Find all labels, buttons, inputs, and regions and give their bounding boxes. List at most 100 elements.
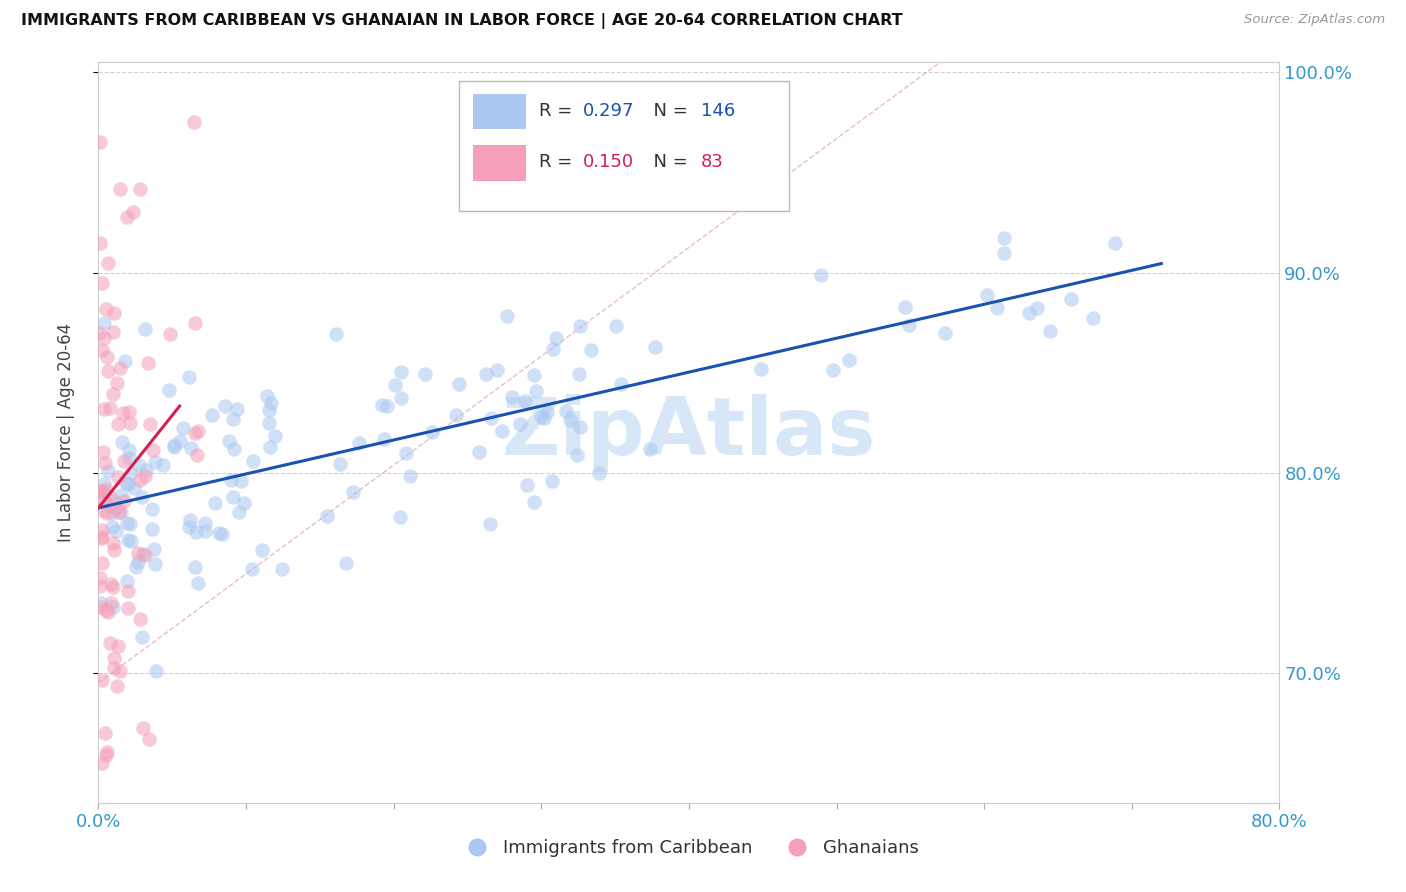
- Text: N =: N =: [641, 102, 693, 120]
- Point: [375, 399, 398, 413]
- Point: [183, 115, 205, 129]
- Point: [163, 438, 186, 452]
- Point: [142, 443, 165, 458]
- Point: [233, 496, 256, 510]
- Point: [264, 429, 287, 443]
- Point: [107, 639, 129, 653]
- Text: N =: N =: [641, 153, 693, 171]
- Point: [413, 368, 436, 382]
- Point: [184, 316, 207, 330]
- Point: [399, 469, 422, 483]
- Point: [141, 522, 163, 536]
- Point: [169, 434, 191, 448]
- Point: [94, 456, 117, 470]
- Point: [98, 491, 121, 505]
- Point: [89, 579, 111, 593]
- Point: [114, 353, 136, 368]
- Point: [162, 441, 184, 455]
- Point: [90, 596, 112, 610]
- Point: [127, 555, 149, 569]
- Point: [94, 603, 117, 617]
- Point: [121, 466, 143, 480]
- Point: [91, 343, 114, 357]
- Point: [132, 721, 155, 735]
- Point: [1060, 293, 1083, 307]
- Point: [523, 495, 546, 509]
- Point: [242, 454, 264, 468]
- Point: [447, 376, 470, 391]
- Point: [204, 495, 226, 509]
- Point: [132, 547, 155, 561]
- Point: [115, 476, 138, 491]
- Point: [94, 301, 117, 316]
- Point: [93, 402, 115, 417]
- Point: [128, 473, 150, 487]
- Point: [134, 469, 156, 483]
- Point: [468, 444, 491, 458]
- Point: [118, 443, 141, 458]
- Y-axis label: In Labor Force | Age 20-64: In Labor Force | Age 20-64: [56, 323, 75, 542]
- Point: [97, 255, 120, 269]
- Point: [101, 325, 124, 339]
- Point: [568, 367, 591, 381]
- Point: [120, 534, 142, 549]
- Point: [533, 411, 555, 425]
- Point: [644, 340, 666, 354]
- Point: [179, 520, 201, 534]
- Text: ZipAtlas: ZipAtlas: [502, 393, 876, 472]
- FancyBboxPatch shape: [472, 94, 526, 129]
- Point: [579, 343, 602, 358]
- Point: [124, 481, 146, 495]
- Point: [821, 363, 844, 377]
- Point: [118, 404, 141, 418]
- Point: [218, 434, 240, 449]
- Point: [89, 571, 111, 585]
- Point: [117, 583, 139, 598]
- Point: [986, 301, 1008, 316]
- Point: [211, 527, 233, 541]
- Point: [89, 235, 111, 250]
- Point: [898, 318, 921, 332]
- Point: [486, 363, 509, 377]
- Point: [117, 476, 139, 491]
- Point: [108, 360, 131, 375]
- Point: [609, 376, 631, 391]
- Point: [325, 327, 347, 342]
- Point: [105, 376, 128, 390]
- Point: [91, 276, 114, 290]
- Point: [554, 404, 576, 418]
- Point: [250, 542, 273, 557]
- Point: [259, 440, 281, 454]
- Point: [240, 561, 263, 575]
- Point: [107, 501, 129, 516]
- Point: [125, 560, 148, 574]
- Point: [103, 661, 125, 675]
- Point: [94, 494, 117, 508]
- Point: [112, 454, 135, 468]
- Point: [201, 408, 224, 422]
- Point: [134, 548, 156, 562]
- Point: [131, 490, 153, 504]
- Point: [143, 455, 166, 469]
- Point: [94, 725, 117, 739]
- Point: [1039, 324, 1062, 338]
- Point: [221, 411, 243, 425]
- Point: [118, 516, 141, 531]
- Point: [894, 300, 917, 314]
- Point: [373, 432, 395, 446]
- Point: [131, 630, 153, 644]
- Point: [186, 448, 208, 462]
- Point: [256, 389, 278, 403]
- Text: 146: 146: [700, 102, 735, 120]
- Point: [143, 557, 166, 571]
- Point: [89, 599, 111, 614]
- FancyBboxPatch shape: [472, 145, 526, 181]
- Point: [96, 507, 118, 521]
- Point: [934, 326, 956, 340]
- Point: [138, 417, 160, 431]
- Point: [568, 318, 591, 333]
- Point: [93, 504, 115, 518]
- Point: [91, 556, 114, 570]
- Point: [444, 408, 467, 422]
- Point: [638, 442, 661, 456]
